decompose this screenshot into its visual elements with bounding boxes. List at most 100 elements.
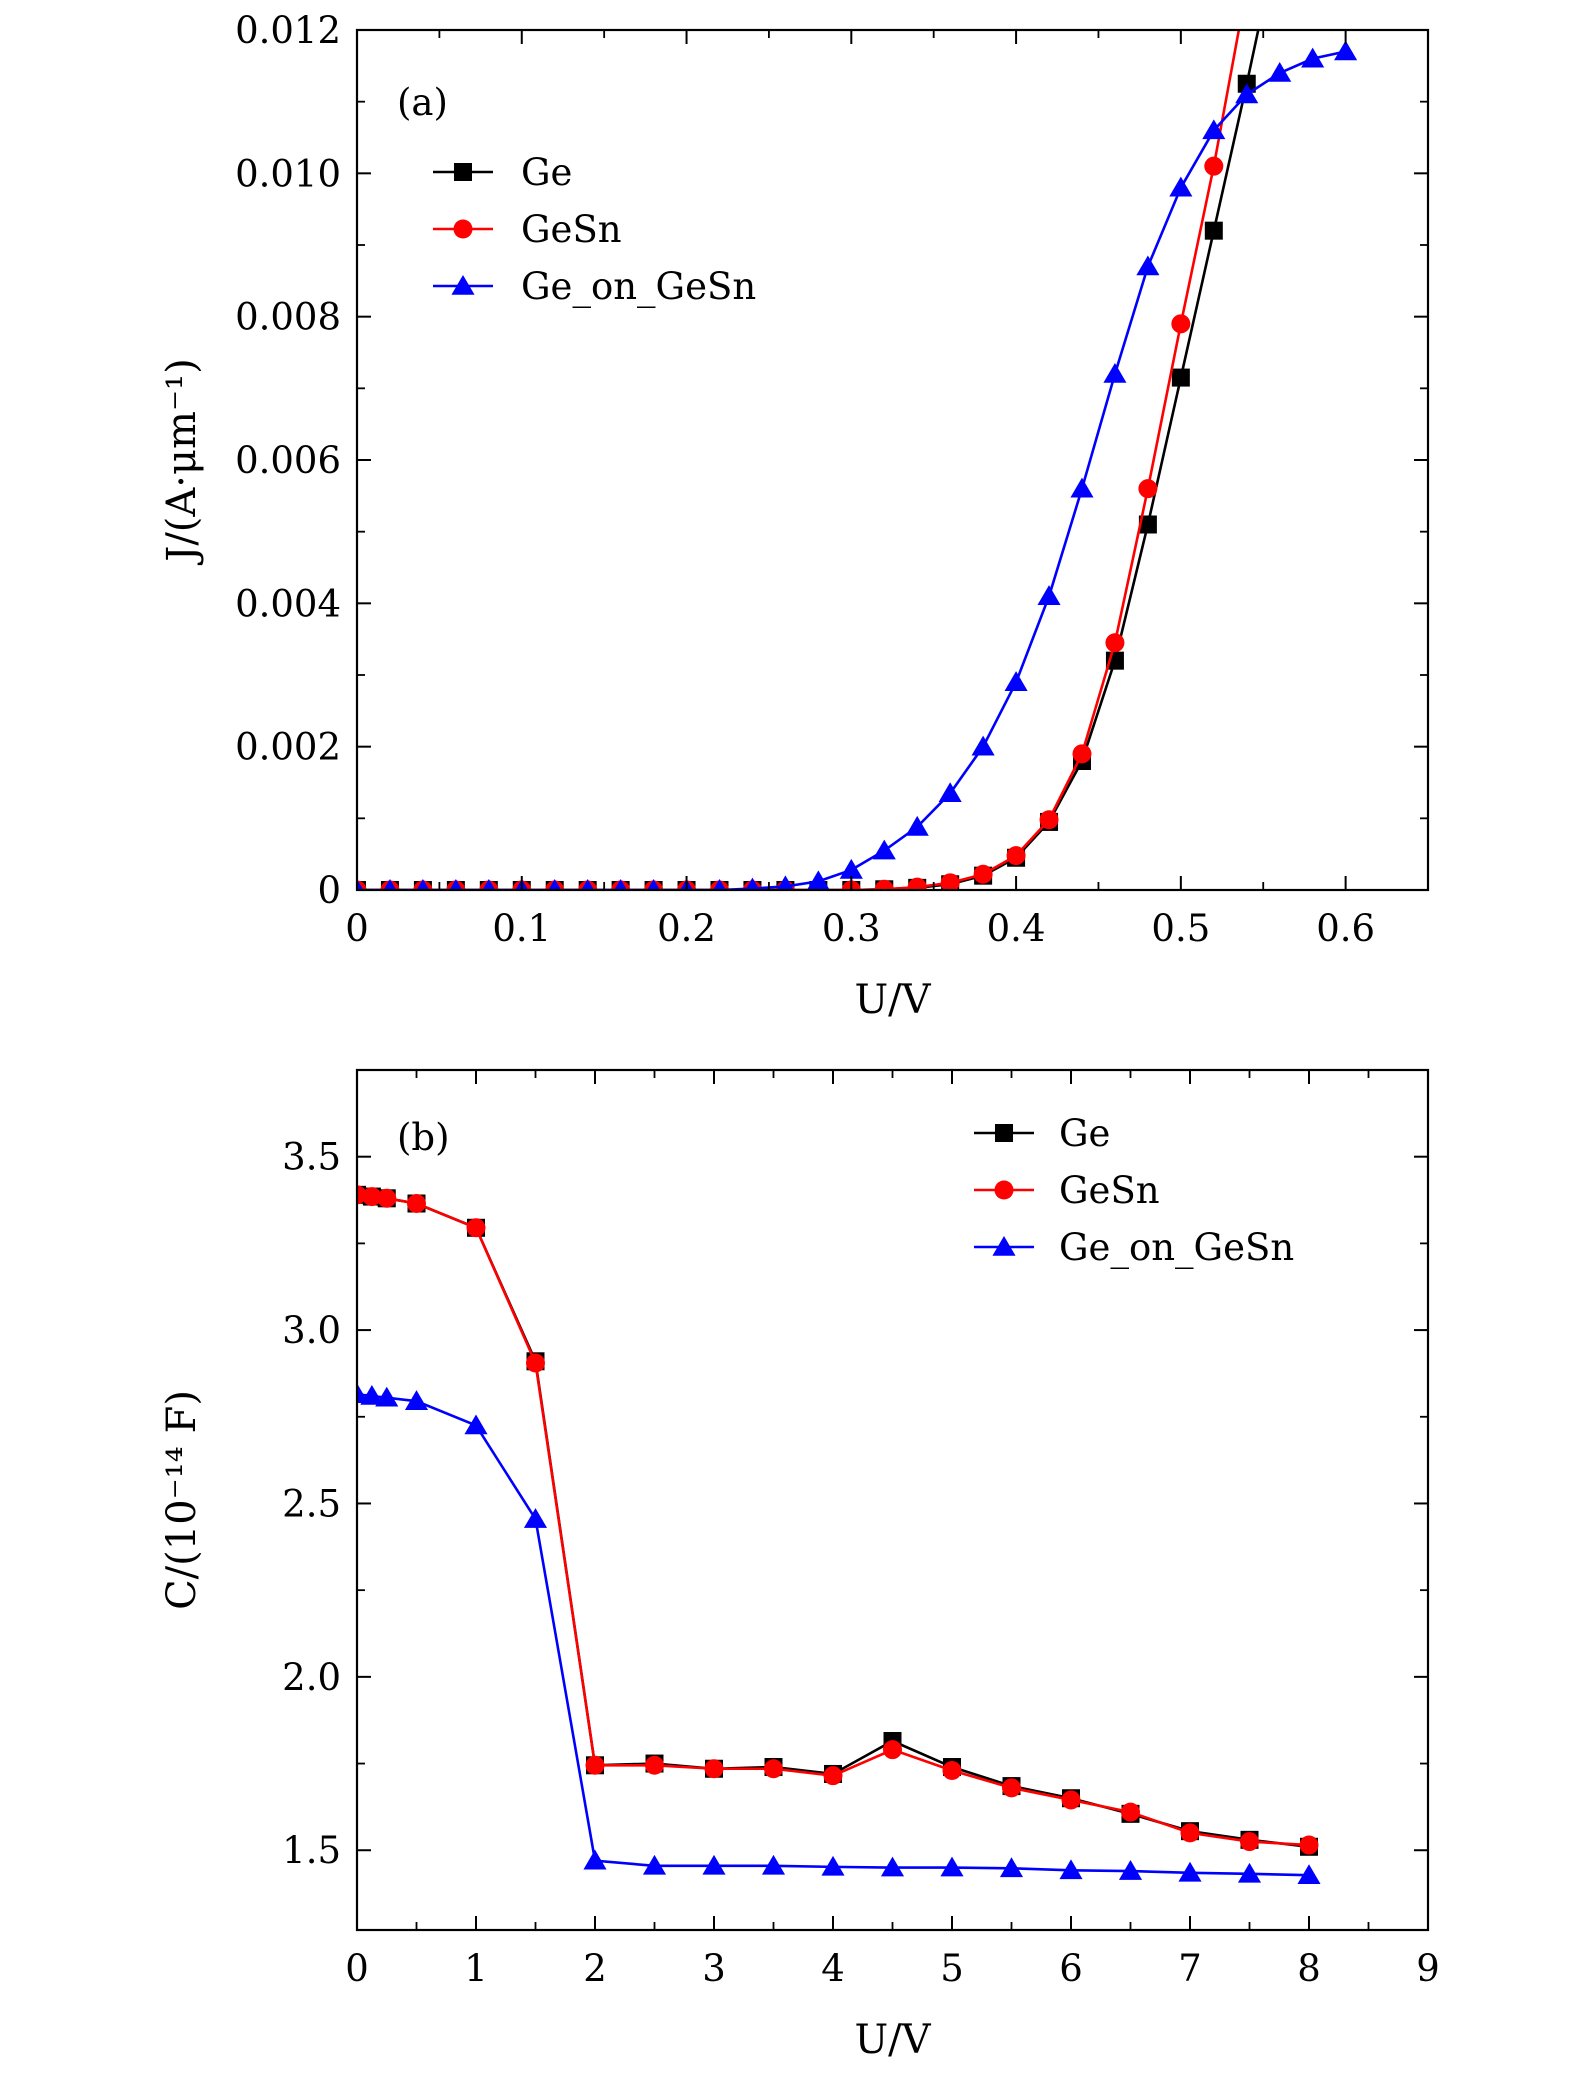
panel-a-ge-point [1171,368,1190,387]
panel-b-ge_on_gesn-point [940,1856,964,1877]
panel-a-ge_on_gesn-point [449,879,463,890]
panel-b-gesn-point [585,1755,605,1775]
panel-b-gesn-line [357,1193,1310,1847]
y-tick-label: 0.006 [235,439,341,482]
x-tick-label: 2 [583,1947,607,1990]
panel-a-gesn-point [1138,479,1158,499]
panel-b-gesn-point [1180,1823,1200,1843]
panel-a-ge_on_gesn-point [1004,671,1028,691]
legend-marker-square [454,163,472,181]
y-tick-label: 0.004 [235,582,341,625]
panel-b-gesn-point [1121,1802,1140,1822]
panel-b-x-axis: 0 1 2 3 4 5 6 7 8 9 [345,1070,1440,1990]
panel-b-gesn-point [942,1760,962,1780]
panel-a-ge_on_gesn-point [357,879,364,890]
panel-a-x-axis-label: U/V [854,977,931,1023]
x-tick-label: 0.3 [822,907,881,950]
panel-b-ge_on_gesn-point [464,1414,488,1435]
y-tick-label: 0.008 [235,296,341,339]
legend-item-gesn: GeSn [433,208,622,251]
panel-a-ge_on_gesn-point [745,877,760,890]
panel-b-ge_on_gesn-point [583,1849,607,1870]
panel-a-gesn-line [357,30,1241,890]
y-tick-label: 0.002 [235,726,341,769]
panel-b-ge_on_gesn-point [761,1854,786,1875]
panel-a-ge_on_gesn-point [713,879,726,890]
panel-b-ge_on_gesn-point [702,1854,726,1875]
legend-label: GeSn [521,208,622,251]
panel-b-ge_on_gesn-point [1178,1861,1202,1882]
x-tick-label: 4 [821,1947,845,1990]
panel-a-ge_on_gesn-line [357,50,1346,890]
x-tick-label: 5 [940,1947,964,1990]
legend-item-ge: Ge [974,1112,1110,1155]
panel-b-ge_on_gesn-point [1237,1862,1262,1883]
x-tick-label: 1 [464,1947,488,1990]
panel-a-ge_on_gesn-point [1169,176,1193,197]
panel-a-ge-point [1204,221,1223,240]
panel-a-ge_on_gesn-point [548,879,562,890]
panel-a-y-axis: 0 0.002 0.004 0.006 0.008 0.010 0.012 [235,9,1428,912]
y-tick-label: 3.5 [282,1136,341,1179]
panel-a-x-axis: 0 0.1 0.2 0.3 0.4 0.5 0.6 [345,30,1429,950]
panel-b-ge_on_gesn-point [360,1384,384,1405]
legend-item-gesn: GeSn [974,1169,1160,1212]
y-tick-label: 1.5 [282,1829,341,1872]
panel-a-ge_on_gesn-point [647,879,661,890]
panel-b-ge_on_gesn-point [999,1857,1024,1878]
panel-b-gesn-point [1061,1790,1081,1810]
panel-a-gesn-point [1105,633,1125,653]
x-tick-label: 8 [1297,1947,1321,1990]
y-tick-label: 0.010 [235,152,341,195]
x-tick-label: 0 [345,1947,369,1990]
x-tick-label: 0.2 [657,907,716,950]
panel-b-gesn-point [764,1759,783,1779]
x-tick-label: 0.6 [1316,907,1375,950]
panel-b-gesn-point [526,1353,545,1373]
panel-a: 0 0.1 0.2 0.3 0.4 0.5 0.6 0 0.002 0.004 0.006 0.008… [159,9,1430,1023]
legend-label: Ge [1059,1112,1110,1155]
panel-a-ge_on_gesn-point [482,879,496,890]
legend-marker-circle [994,1180,1014,1200]
panel-a-ge_on_gesn-point [1037,585,1061,605]
panel-a-ge_on_gesn-point [776,875,794,890]
panel-a-ge_on_gesn-point [839,858,863,879]
panel-b-gesn-point [1002,1778,1021,1798]
panel-a-ge_on_gesn-point [1334,40,1358,61]
legend-label: GeSn [1059,1169,1160,1212]
legend-label: Ge [521,151,572,194]
y-tick-label: 2.5 [282,1482,341,1525]
y-tick-label: 0.012 [235,9,341,52]
panel-b-gesn-point [1240,1832,1259,1852]
panel-a-ge_on_gesn-point [1136,255,1160,276]
panel-b-label: (b) [397,1116,450,1159]
panel-b-gesn-point [362,1187,382,1207]
panel-b-series-ge_on_gesn [357,1383,1321,1885]
y-tick-label: 0 [317,869,341,912]
panel-a-ge_on_gesn-point [383,879,397,890]
panel-a-series-ge_on_gesn [357,40,1358,890]
panel-b-ge_on_gesn-point [880,1856,905,1877]
x-tick-label: 0 [345,907,369,950]
panel-b-ge_on_gesn-point [375,1386,399,1407]
y-tick-label: 2.0 [282,1656,341,1699]
legend-item-ge_on_gesn: Ge_on_GeSn [974,1226,1294,1270]
legend-marker-triangle [451,275,475,295]
panel-a-gesn-point [973,864,993,884]
panel-b-ge_on_gesn-point [1059,1859,1083,1880]
panel-b-gesn-point [407,1194,426,1214]
panel-a-ge_on_gesn-point [1268,62,1292,82]
panel-b-ge_on_gesn-point [821,1855,845,1876]
panel-a-ge_on_gesn-point [1301,47,1325,68]
panel-b-ge_on_gesn-point [404,1390,429,1410]
panel-b-y-axis-label: C/(10⁻¹⁴ F) [159,1390,205,1610]
panel-a-ge_on_gesn-point [1235,83,1259,104]
panel-a-plot-area [357,30,1358,890]
panel-a-ge_on_gesn-point [614,879,628,890]
x-tick-label: 3 [702,1947,726,1990]
x-tick-label: 7 [1178,1947,1202,1990]
panel-a-gesn-point [1039,810,1059,830]
panel-a-legend: Ge GeSn Ge_on_GeSn [433,151,756,309]
panel-a-gesn-point [1171,314,1191,334]
x-tick-label: 0.5 [1151,907,1210,950]
